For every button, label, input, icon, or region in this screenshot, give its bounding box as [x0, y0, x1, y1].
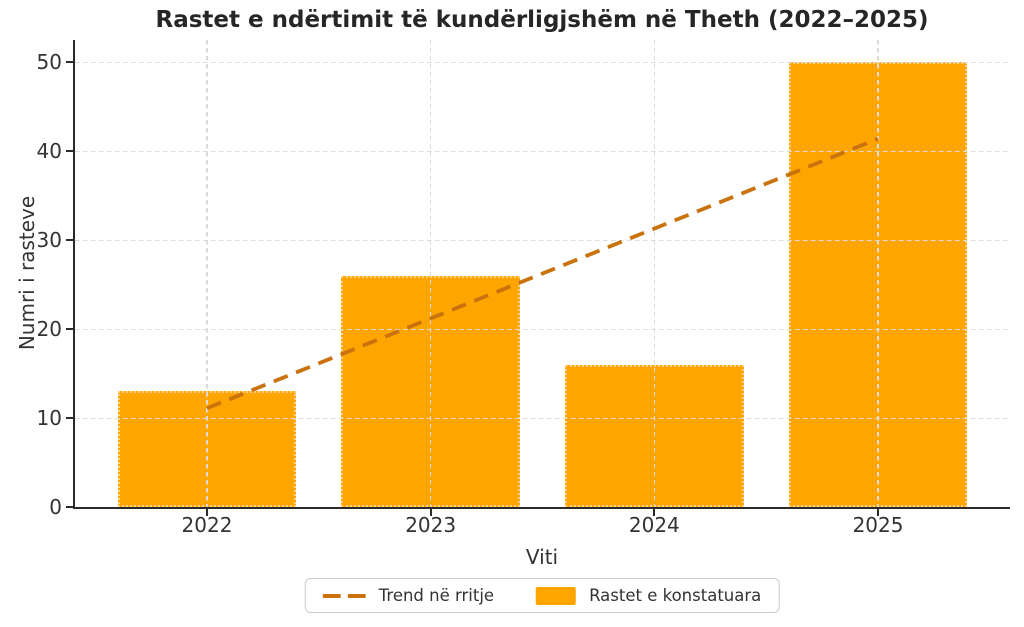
x-tick-label-2022: 2022	[181, 513, 233, 537]
y-tick-label-50: 50	[36, 50, 62, 75]
x-tick-mark-2024	[653, 508, 656, 516]
x-tick-mark-2022	[205, 508, 208, 516]
v-gridline-2024	[653, 40, 655, 507]
y-tick-mark-20	[66, 328, 75, 331]
v-gridline-2025	[877, 40, 879, 507]
y-tick-mark-40	[66, 150, 75, 153]
legend: Trend në rritje Rastet e konstatuara	[304, 578, 780, 613]
y-tick-mark-30	[66, 239, 75, 242]
y-tick-label-40: 40	[36, 139, 62, 164]
y-tick-mark-50	[66, 61, 75, 64]
y-tick-mark-10	[66, 417, 75, 420]
x-tick-label-2023: 2023	[405, 513, 457, 537]
h-gridline-10	[75, 417, 1010, 419]
trend-line	[206, 136, 879, 411]
bottom-spine	[73, 507, 1010, 509]
h-gridline-20	[75, 328, 1010, 330]
v-gridline-2023	[430, 40, 432, 507]
legend-item-trend: Trend në rritje	[322, 586, 495, 605]
y-tick-label-30: 30	[36, 228, 62, 253]
x-tick-mark-2023	[429, 508, 432, 516]
x-axis-label: Viti	[525, 545, 559, 569]
left-spine	[73, 40, 75, 509]
x-tick-label-2024: 2024	[628, 513, 680, 537]
chart-title: Rastet e ndërtimit të kundërligjshëm në …	[155, 7, 929, 33]
x-tick-mark-2025	[877, 508, 880, 516]
y-tick-label-10: 10	[36, 406, 62, 431]
legend-patch-swatch	[536, 586, 577, 605]
legend-dashed-line-swatch	[322, 593, 366, 598]
legend-label-trend: Trend në rritje	[378, 586, 495, 605]
legend-label-cases: Rastet e konstatuara	[589, 586, 762, 605]
y-tick-label-20: 20	[36, 317, 62, 342]
y-tick-label-0: 0	[49, 495, 62, 519]
h-gridline-40	[75, 150, 1010, 152]
y-tick-mark-0	[66, 506, 75, 508]
v-gridline-2022	[206, 40, 208, 507]
h-gridline-30	[75, 239, 1010, 241]
x-tick-label-2025: 2025	[852, 513, 904, 537]
h-gridline-50	[75, 61, 1010, 63]
legend-item-cases: Rastet e konstatuara	[536, 586, 761, 605]
